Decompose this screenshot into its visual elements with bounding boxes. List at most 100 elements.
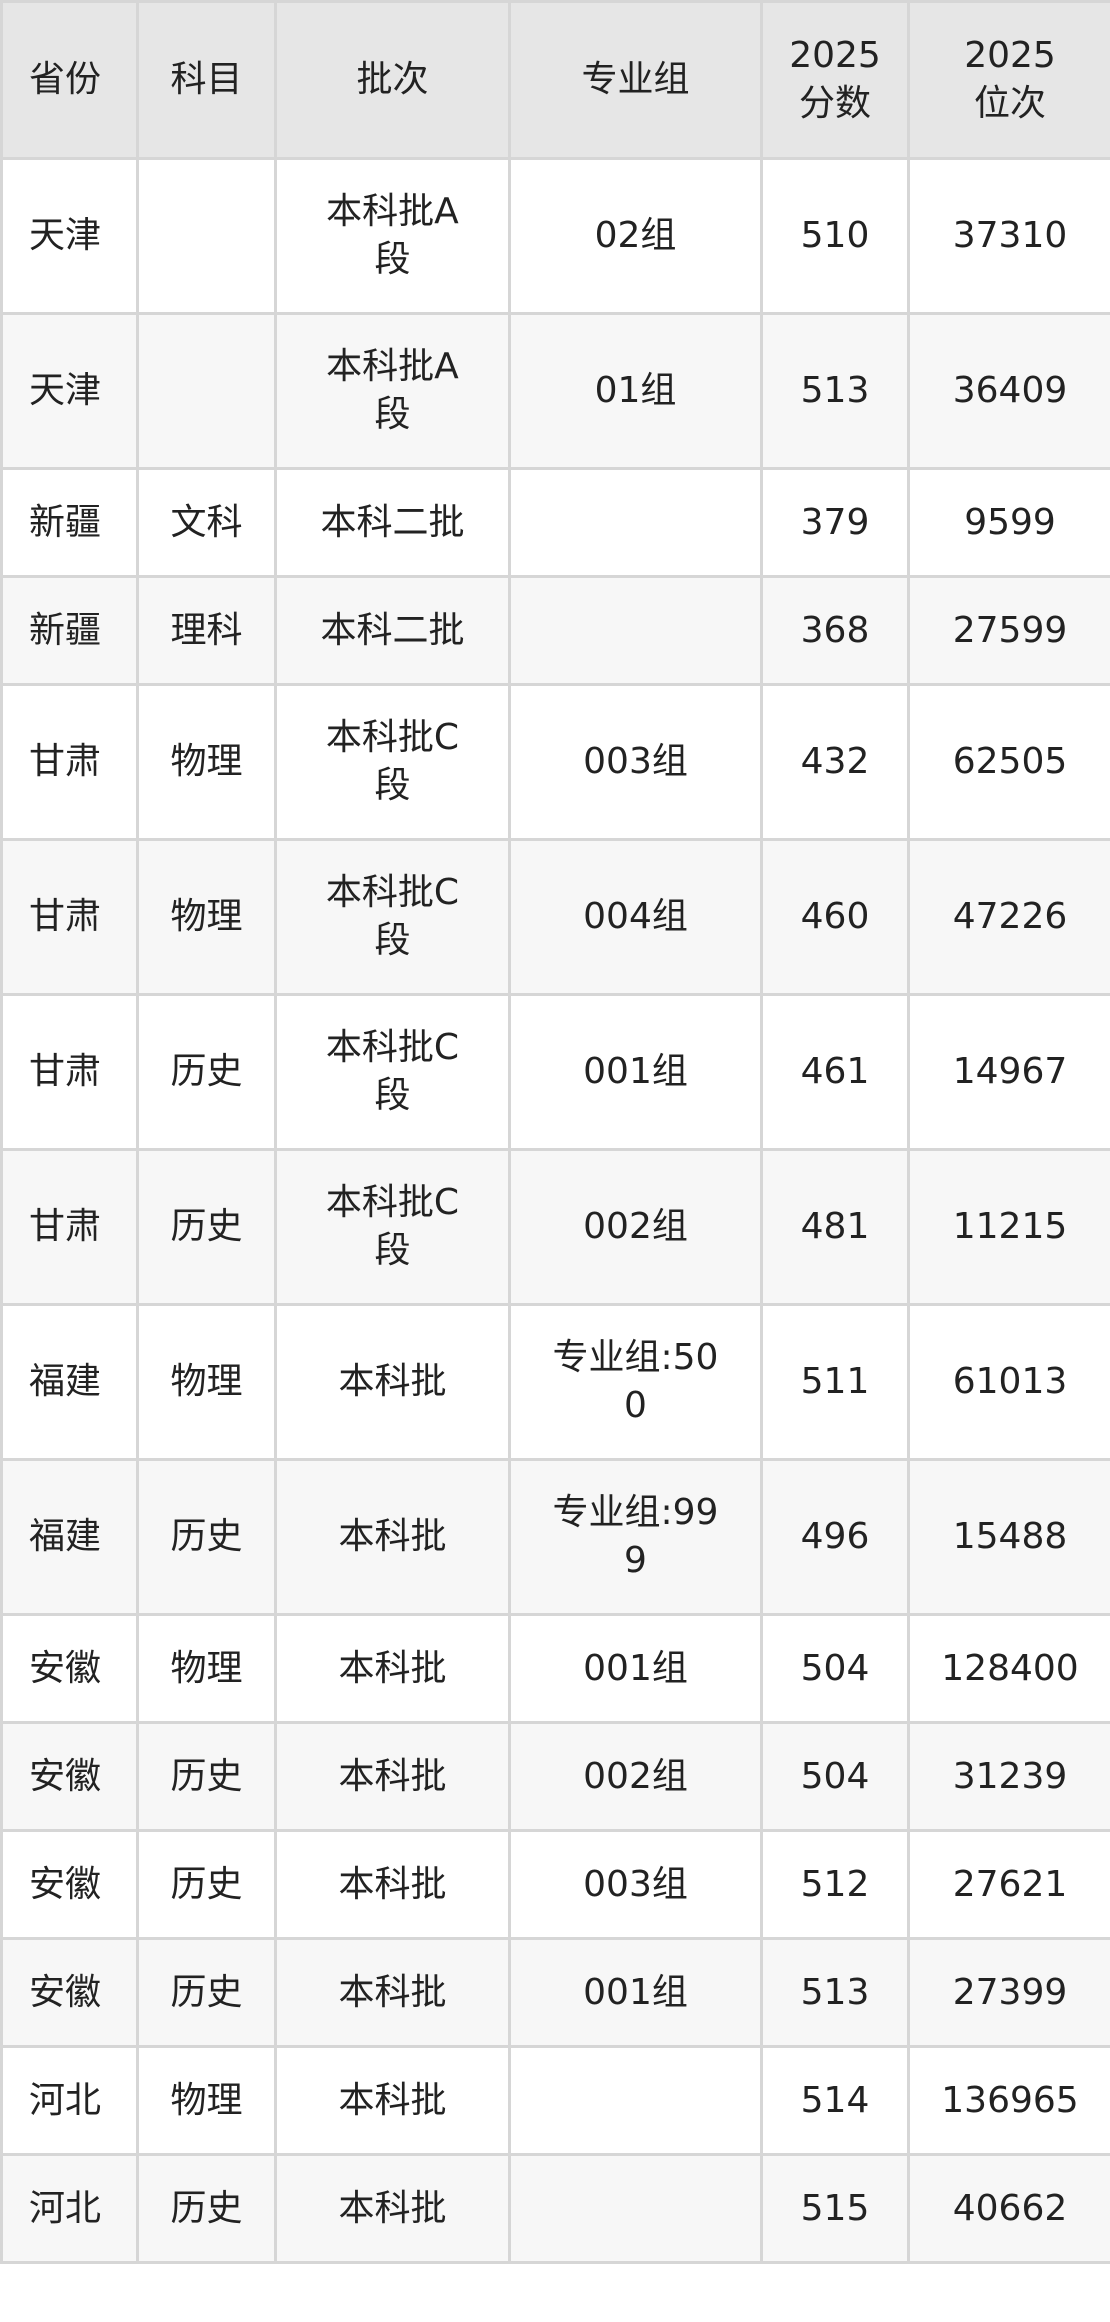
cell-subject [136,312,277,470]
cell-group: 专业组:999 [508,1458,763,1616]
cell-province: 天津 [0,312,139,470]
cell-score: 514 [760,2045,910,2156]
cell-rank: 128400 [907,1613,1110,1724]
cell-group [508,2153,763,2264]
cell-rank: 36409 [907,312,1110,470]
cell-group: 001组 [508,993,763,1151]
cell-group: 004组 [508,838,763,996]
cell-batch: 本科批A段 [274,157,511,315]
cell-group [508,2045,763,2156]
cell-group: 02组 [508,157,763,315]
header-subject: 科目 [136,0,277,160]
cell-subject: 理科 [136,575,277,686]
cell-province: 甘肃 [0,683,139,841]
table-row: 安徽 历史 本科批 003组 512 27621 [0,1829,1110,1940]
cell-group: 001组 [508,1937,763,2048]
cell-score: 513 [760,312,910,470]
cell-score: 515 [760,2153,910,2264]
header-rank: 2025位次 [907,0,1110,160]
cell-batch: 本科批 [274,1458,511,1616]
cell-subject [136,157,277,315]
cell-rank: 31239 [907,1721,1110,1832]
table-row: 福建 历史 本科批 专业组:999 496 15488 [0,1458,1110,1616]
header-batch: 批次 [274,0,511,160]
cell-batch: 本科批 [274,1721,511,1832]
cell-group: 01组 [508,312,763,470]
table-row: 新疆 文科 本科二批 379 9599 [0,467,1110,578]
cell-rank: 37310 [907,157,1110,315]
cell-batch: 本科批A段 [274,312,511,470]
table-row: 甘肃 物理 本科批C段 003组 432 62505 [0,683,1110,841]
cell-province: 河北 [0,2045,139,2156]
cell-rank: 27599 [907,575,1110,686]
cell-subject: 历史 [136,1148,277,1306]
cell-subject: 物理 [136,683,277,841]
cell-subject: 历史 [136,1721,277,1832]
cell-score: 504 [760,1613,910,1724]
cell-group: 002组 [508,1721,763,1832]
table-row: 河北 历史 本科批 515 40662 [0,2153,1110,2264]
cell-rank: 40662 [907,2153,1110,2264]
cell-rank: 47226 [907,838,1110,996]
cell-subject: 历史 [136,1937,277,2048]
table-row: 安徽 历史 本科批 002组 504 31239 [0,1721,1110,1832]
cell-batch: 本科批C段 [274,838,511,996]
cell-rank: 9599 [907,467,1110,578]
cell-province: 福建 [0,1303,139,1461]
cell-batch: 本科二批 [274,467,511,578]
cell-score: 496 [760,1458,910,1616]
cell-province: 福建 [0,1458,139,1616]
cell-province: 安徽 [0,1937,139,2048]
cell-subject: 物理 [136,1303,277,1461]
cell-province: 甘肃 [0,1148,139,1306]
cell-rank: 136965 [907,2045,1110,2156]
cell-batch: 本科批 [274,2153,511,2264]
cell-group: 003组 [508,683,763,841]
cell-province: 甘肃 [0,838,139,996]
cell-province: 新疆 [0,467,139,578]
cell-province: 河北 [0,2153,139,2264]
cell-subject: 物理 [136,2045,277,2156]
cell-rank: 27621 [907,1829,1110,1940]
cell-group [508,575,763,686]
cell-batch: 本科批C段 [274,993,511,1151]
cell-rank: 14967 [907,993,1110,1151]
header-row: 省份 科目 批次 专业组 2025分数 2025位次 [0,0,1110,160]
cell-batch: 本科批 [274,1303,511,1461]
cell-group: 002组 [508,1148,763,1306]
table-row: 甘肃 物理 本科批C段 004组 460 47226 [0,838,1110,996]
cell-subject: 文科 [136,467,277,578]
cell-score: 512 [760,1829,910,1940]
cell-province: 甘肃 [0,993,139,1151]
cell-province: 安徽 [0,1829,139,1940]
cell-province: 新疆 [0,575,139,686]
table-row: 甘肃 历史 本科批C段 001组 461 14967 [0,993,1110,1151]
cell-rank: 61013 [907,1303,1110,1461]
cell-batch: 本科批 [274,1613,511,1724]
cell-batch: 本科批C段 [274,683,511,841]
cell-score: 481 [760,1148,910,1306]
cell-score: 368 [760,575,910,686]
cell-batch: 本科批 [274,2045,511,2156]
header-score: 2025分数 [760,0,910,160]
cell-subject: 物理 [136,1613,277,1724]
header-group: 专业组 [508,0,763,160]
cell-score: 432 [760,683,910,841]
cell-subject: 物理 [136,838,277,996]
cell-subject: 历史 [136,993,277,1151]
cell-group: 专业组:500 [508,1303,763,1461]
cell-province: 安徽 [0,1613,139,1724]
cell-batch: 本科批 [274,1937,511,2048]
cell-group: 001组 [508,1613,763,1724]
cell-province: 安徽 [0,1721,139,1832]
cell-score: 511 [760,1303,910,1461]
cell-batch: 本科批 [274,1829,511,1940]
table-row: 新疆 理科 本科二批 368 27599 [0,575,1110,686]
score-table: 省份 科目 批次 专业组 2025分数 2025位次 天津 本科批A段 02组 510… [0,0,1110,2264]
cell-province: 天津 [0,157,139,315]
cell-rank: 62505 [907,683,1110,841]
cell-group: 003组 [508,1829,763,1940]
table-row: 安徽 历史 本科批 001组 513 27399 [0,1937,1110,2048]
cell-subject: 历史 [136,1829,277,1940]
cell-score: 510 [760,157,910,315]
